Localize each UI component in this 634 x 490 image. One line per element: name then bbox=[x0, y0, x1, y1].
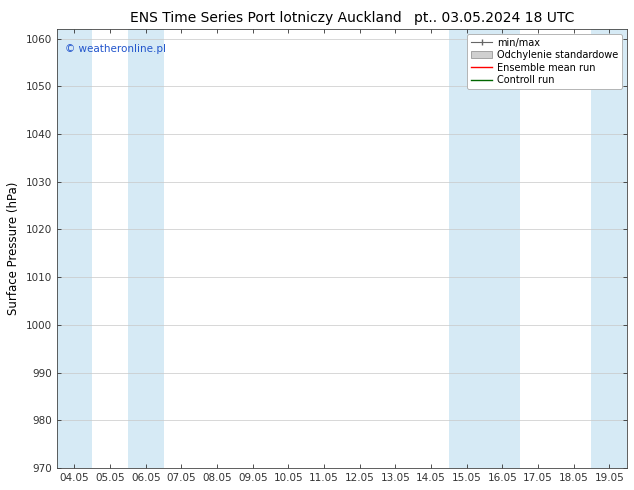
Bar bbox=[128, 29, 164, 468]
Text: © weatheronline.pl: © weatheronline.pl bbox=[65, 45, 166, 54]
Bar bbox=[56, 29, 93, 468]
Y-axis label: Surface Pressure (hPa): Surface Pressure (hPa) bbox=[7, 182, 20, 315]
Text: ENS Time Series Port lotniczy Auckland: ENS Time Series Port lotniczy Auckland bbox=[131, 11, 402, 25]
Text: pt.. 03.05.2024 18 UTC: pt.. 03.05.2024 18 UTC bbox=[415, 11, 574, 25]
Bar bbox=[592, 29, 627, 468]
Legend: min/max, Odchylenie standardowe, Ensemble mean run, Controll run: min/max, Odchylenie standardowe, Ensembl… bbox=[467, 34, 622, 89]
Bar bbox=[449, 29, 484, 468]
Bar bbox=[484, 29, 520, 468]
